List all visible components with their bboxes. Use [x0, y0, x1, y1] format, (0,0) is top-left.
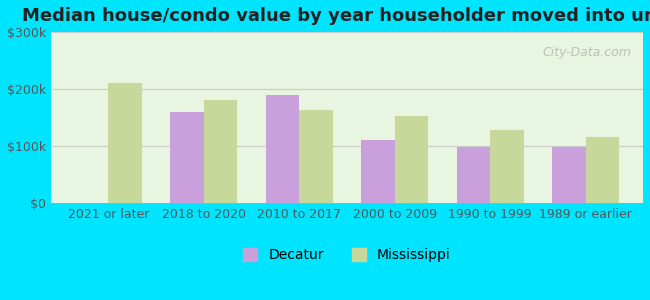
Text: City-Data.com: City-Data.com: [542, 46, 631, 59]
Bar: [490, 130, 524, 203]
Bar: [395, 116, 428, 203]
Bar: [203, 100, 237, 203]
Bar: [552, 147, 586, 203]
Bar: [299, 110, 333, 203]
Bar: [109, 83, 142, 203]
Bar: [170, 112, 203, 203]
Title: Median house/condo value by year householder moved into unit: Median house/condo value by year househo…: [22, 7, 650, 25]
Bar: [457, 147, 490, 203]
Bar: [586, 137, 619, 203]
Legend: Decatur, Mississippi: Decatur, Mississippi: [238, 243, 456, 268]
Bar: [266, 95, 299, 203]
Bar: [361, 140, 395, 203]
